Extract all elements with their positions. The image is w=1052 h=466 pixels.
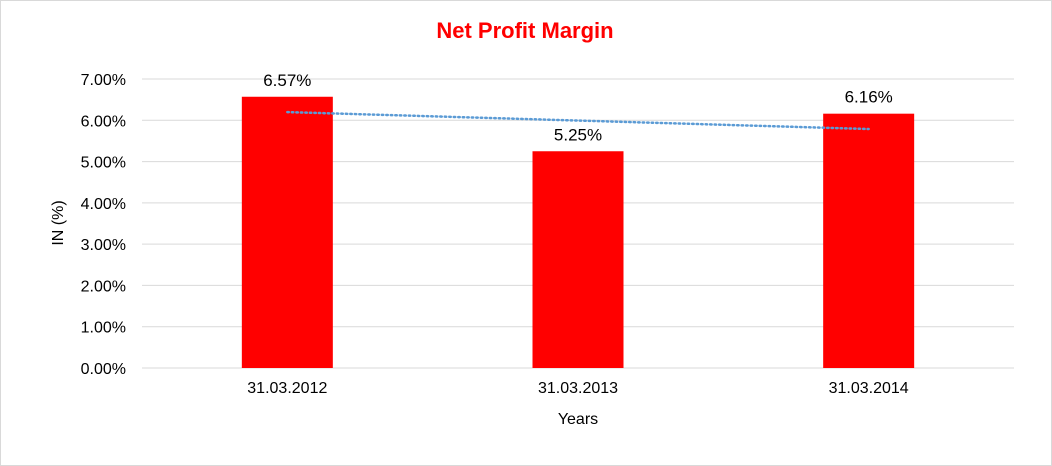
- chart-title: Net Profit Margin: [436, 18, 613, 43]
- y-tick-label: 2.00%: [81, 278, 126, 295]
- y-tick-label: 3.00%: [81, 237, 126, 254]
- x-tick-label: 31.03.2014: [829, 380, 909, 397]
- trendline-group: [286, 110, 870, 131]
- bar: [241, 96, 333, 368]
- bars: [241, 96, 915, 369]
- bar: [823, 113, 915, 369]
- y-tick-label: 6.00%: [81, 113, 126, 130]
- x-tick-labels: 31.03.2012 31.03.2013 31.03.2014: [247, 380, 909, 397]
- data-labels: 6.57% 5.25% 6.16%: [263, 71, 893, 144]
- data-label: 5.25%: [554, 125, 602, 144]
- trendline: [286, 110, 870, 131]
- bar: [532, 151, 624, 368]
- y-tick-label: 7.00%: [81, 72, 126, 89]
- y-tick-label: 4.00%: [81, 196, 126, 213]
- data-label: 6.16%: [845, 88, 893, 107]
- x-axis-label: Years: [558, 411, 598, 428]
- y-tick-label: 5.00%: [81, 155, 126, 172]
- x-tick-label: 31.03.2013: [538, 380, 618, 397]
- y-axis-label: IN (%): [50, 200, 67, 245]
- y-tick-label: 1.00%: [81, 320, 126, 337]
- x-tick-label: 31.03.2012: [247, 380, 327, 397]
- data-label: 6.57%: [263, 71, 311, 90]
- y-tick-labels: 0.00% 1.00% 2.00% 3.00% 4.00% 5.00% 6.00% 7.00%: [81, 72, 126, 378]
- y-tick-label: 0.00%: [81, 361, 126, 378]
